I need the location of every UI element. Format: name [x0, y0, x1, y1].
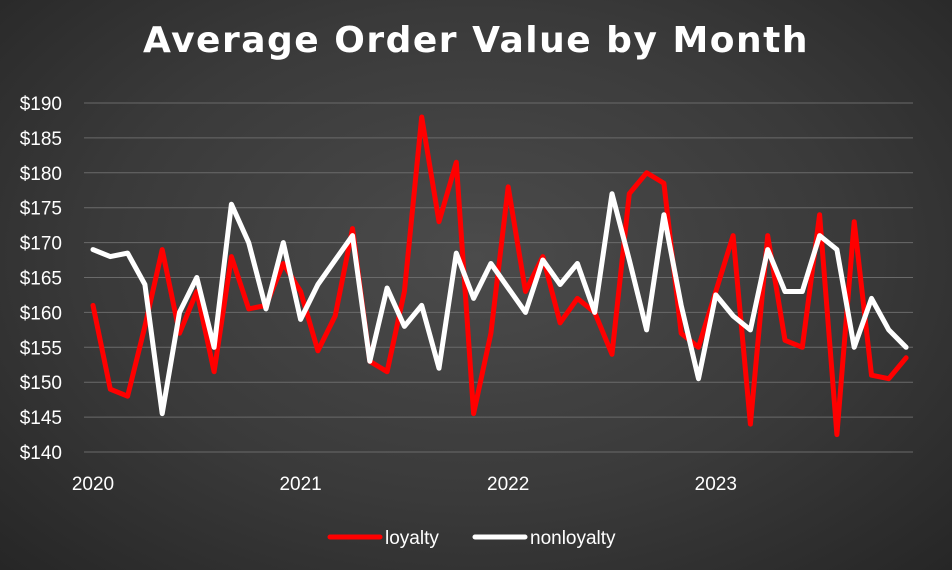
x-tick-label: 2022 [487, 474, 529, 495]
series-lines [90, 114, 909, 438]
x-tick-label: 2020 [72, 474, 114, 495]
legend-label-nonloyalty: nonloyalty [530, 528, 616, 549]
x-tick-label: 2021 [279, 474, 321, 495]
legend: loyalty nonloyalty [327, 528, 616, 549]
y-tick-label: $160 [20, 303, 62, 324]
y-tick-label: $155 [20, 338, 62, 359]
gridlines [84, 102, 913, 453]
y-tick-label: $170 [20, 234, 62, 255]
y-tick-label: $175 [20, 199, 62, 220]
y-tick-label: $190 [20, 94, 62, 115]
y-tick-label: $185 [20, 129, 62, 150]
y-tick-label: $140 [20, 443, 62, 464]
series-line-nonloyalty [90, 191, 909, 417]
y-axis-ticks: $140 $145 $150 $155 $160 $165 $170 $175 $180 $185… [20, 94, 62, 464]
y-tick-label: $180 [20, 164, 62, 185]
x-tick-label: 2023 [695, 474, 737, 495]
y-tick-label: $145 [20, 408, 62, 429]
y-tick-label: $165 [20, 269, 62, 290]
x-axis-ticks: 2020 2021 2022 2023 [72, 474, 737, 495]
chart-title: Average Order Value by Month [143, 20, 809, 61]
legend-label-loyalty: loyalty [385, 528, 439, 549]
y-tick-label: $150 [20, 373, 62, 394]
